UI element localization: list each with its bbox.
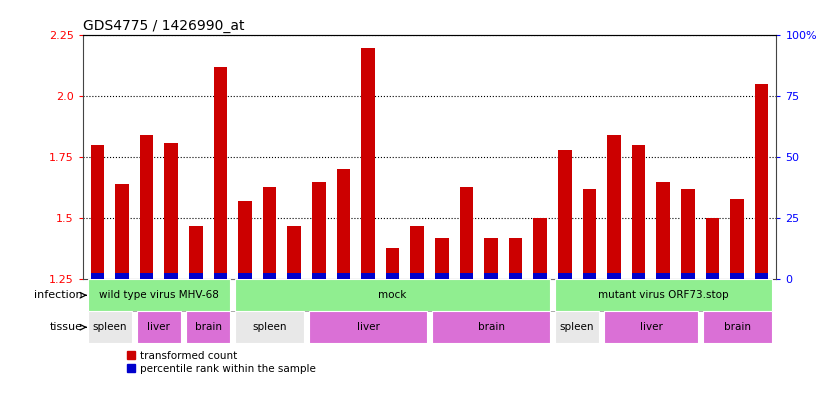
Bar [705,218,719,279]
Bar [214,273,227,279]
Bar [312,273,325,279]
Legend: transformed count, percentile rank within the sample: transformed count, percentile rank withi… [122,346,320,378]
Bar [604,311,698,343]
Bar [459,187,473,279]
Bar [755,273,768,279]
Bar [88,279,230,311]
Text: liver: liver [639,322,662,332]
Text: brain: brain [195,322,221,332]
Bar [115,273,129,279]
Bar [140,273,154,279]
Bar [411,273,424,279]
Bar [287,273,301,279]
Bar [287,226,301,279]
Bar [238,273,252,279]
Bar [435,238,449,279]
Bar [386,273,400,279]
Text: liver: liver [147,322,170,332]
Text: brain: brain [477,322,505,332]
Bar [186,311,230,343]
Bar [235,311,304,343]
Text: liver: liver [357,322,379,332]
Bar [730,273,744,279]
Bar [88,311,132,343]
Bar [312,182,325,279]
Bar [534,273,547,279]
Bar [681,273,695,279]
Bar [432,311,550,343]
Bar [730,199,744,279]
Bar [263,273,277,279]
Bar [534,218,547,279]
Text: spleen: spleen [252,322,287,332]
Bar [361,273,375,279]
Bar [140,135,154,279]
Bar [558,273,572,279]
Bar [509,273,522,279]
Bar [361,48,375,279]
Bar [263,187,277,279]
Bar [189,273,202,279]
Bar [189,226,202,279]
Bar [435,273,449,279]
Bar [115,184,129,279]
Bar [555,279,771,311]
Text: brain: brain [724,322,751,332]
Bar [214,67,227,279]
Bar [555,311,600,343]
Text: tissue: tissue [50,322,83,332]
Bar [91,145,104,279]
Bar [607,135,621,279]
Bar [137,311,181,343]
Bar [164,273,178,279]
Bar [411,226,424,279]
Bar [337,169,350,279]
Bar [657,182,670,279]
Bar [309,311,427,343]
Bar [705,273,719,279]
Bar [582,273,596,279]
Text: mock: mock [378,290,406,300]
Bar [509,238,522,279]
Bar [681,189,695,279]
Text: mutant virus ORF73.stop: mutant virus ORF73.stop [598,290,729,300]
Bar [703,311,771,343]
Text: GDS4775 / 1426990_at: GDS4775 / 1426990_at [83,19,244,33]
Bar [632,273,645,279]
Bar [386,248,400,279]
Bar [337,273,350,279]
Bar [582,189,596,279]
Bar [607,273,621,279]
Bar [91,273,104,279]
Bar [632,145,645,279]
Text: infection: infection [35,290,83,300]
Text: spleen: spleen [560,322,595,332]
Bar [484,273,498,279]
Bar [235,279,550,311]
Bar [459,273,473,279]
Bar [484,238,498,279]
Text: wild type virus MHV-68: wild type virus MHV-68 [99,290,219,300]
Bar [238,201,252,279]
Bar [755,84,768,279]
Bar [558,150,572,279]
Bar [657,273,670,279]
Text: spleen: spleen [93,322,127,332]
Bar [164,143,178,279]
